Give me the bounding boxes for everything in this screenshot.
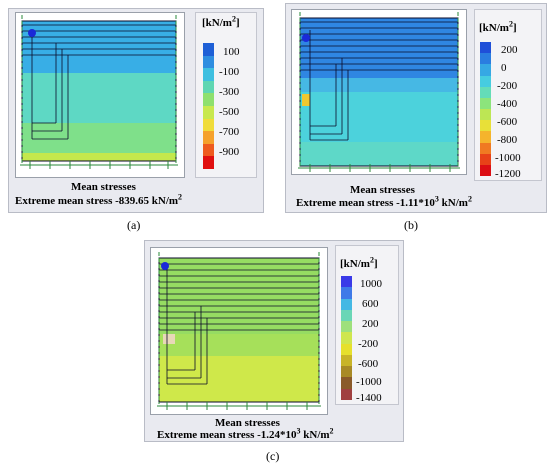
legend-swatch bbox=[480, 42, 491, 54]
legend-label: -900 bbox=[219, 146, 240, 158]
legend-swatch bbox=[480, 142, 491, 155]
legend-swatch bbox=[341, 321, 352, 333]
stress-field-a bbox=[20, 15, 178, 169]
legend-label: -400 bbox=[497, 98, 518, 110]
legend-title-a: [kN/m2] bbox=[202, 14, 240, 29]
legend-swatch bbox=[341, 343, 352, 356]
legend-label: -600 bbox=[497, 116, 518, 128]
legend-label: 600 bbox=[362, 298, 379, 310]
legend-swatch bbox=[480, 164, 491, 177]
legend-swatch bbox=[480, 109, 491, 121]
legend-swatch bbox=[480, 120, 491, 132]
legend-label: 1000 bbox=[360, 278, 382, 290]
legend-label: 0 bbox=[501, 62, 507, 74]
legend-c: [kN/m2] 1000 600 200 -200 -600 -1000 -14… bbox=[335, 245, 399, 405]
plot-a bbox=[15, 12, 185, 178]
legend-label: 100 bbox=[223, 46, 240, 58]
caption-title-a: Mean stresses bbox=[71, 181, 136, 193]
legend-label: -600 bbox=[358, 358, 379, 370]
legend-swatch bbox=[480, 97, 491, 110]
legend-swatch bbox=[341, 354, 352, 367]
caption-text-a: Extreme mean stress -839.65 kN/m2 bbox=[15, 192, 183, 207]
legend-swatch bbox=[341, 366, 352, 378]
legend-label: -200 bbox=[497, 80, 518, 92]
legend-swatch bbox=[480, 131, 491, 143]
legend-label: 200 bbox=[501, 44, 518, 56]
legend-label: -1200 bbox=[495, 168, 521, 180]
panel-c: [kN/m2] 1000 600 200 -200 -600 -1000 -14… bbox=[144, 240, 404, 442]
plot-b bbox=[291, 9, 467, 175]
legend-swatch bbox=[203, 156, 214, 170]
legend-swatch bbox=[203, 131, 214, 145]
legend-swatch bbox=[480, 75, 491, 88]
figure-label-b: (b) bbox=[404, 218, 418, 232]
legend-swatch bbox=[341, 276, 352, 288]
legend-swatch bbox=[480, 153, 491, 166]
legend-swatch bbox=[480, 53, 491, 65]
legend-label: -300 bbox=[219, 86, 240, 98]
legend-label: -500 bbox=[219, 106, 240, 118]
legend-swatch bbox=[341, 377, 352, 390]
legend-swatch bbox=[341, 287, 352, 300]
legend-b: [kN/m2] 200 0 -200 -400 -600 -800 -1000 … bbox=[474, 9, 542, 181]
legend-swatch bbox=[203, 43, 214, 57]
plot-c bbox=[150, 247, 328, 415]
legend-label: -1000 bbox=[356, 376, 382, 388]
panel-b: [kN/m2] 200 0 -200 -400 -600 -800 -1000 … bbox=[285, 3, 547, 213]
panel-a: [kN/m2] 100 -100 -300 -500 -700 -900 Mea… bbox=[8, 8, 264, 213]
legend-swatch bbox=[341, 332, 352, 345]
legend-label: -100 bbox=[219, 66, 240, 78]
legend-swatch bbox=[341, 298, 352, 311]
figure-label-a: (a) bbox=[127, 218, 141, 232]
caption-text-b: Extreme mean stress -1.11*103 kN/m2 bbox=[296, 194, 472, 209]
legend-label: -200 bbox=[358, 338, 379, 350]
legend-swatch bbox=[203, 55, 214, 69]
stress-field-c bbox=[157, 252, 321, 410]
stress-field-b bbox=[298, 12, 460, 172]
legend-label: -1000 bbox=[495, 152, 521, 164]
legend-swatch bbox=[203, 118, 214, 132]
legend-swatch bbox=[203, 68, 214, 82]
legend-title-c: [kN/m2] bbox=[340, 255, 378, 270]
caption-title-c: Mean stresses bbox=[215, 417, 280, 429]
legend-swatch bbox=[480, 64, 491, 76]
legend-swatch bbox=[341, 309, 352, 322]
legend-label: -800 bbox=[497, 134, 518, 146]
legend-swatch bbox=[203, 93, 214, 107]
legend-swatch bbox=[203, 106, 214, 120]
legend-label: -1400 bbox=[356, 392, 382, 404]
caption-title-b: Mean stresses bbox=[350, 184, 415, 196]
legend-swatch bbox=[203, 80, 214, 94]
caption-text-c: Extreme mean stress -1.24*103 kN/m2 bbox=[157, 426, 334, 441]
figure-label-c: (c) bbox=[266, 449, 280, 463]
legend-label: 200 bbox=[362, 318, 379, 330]
legend-swatch bbox=[341, 388, 352, 401]
legend-title-b: [kN/m2] bbox=[479, 19, 517, 34]
legend-swatch bbox=[203, 143, 214, 157]
legend-a: [kN/m2] 100 -100 -300 -500 -700 -900 bbox=[195, 12, 257, 178]
legend-swatch bbox=[480, 86, 491, 99]
legend-label: -700 bbox=[219, 126, 240, 138]
